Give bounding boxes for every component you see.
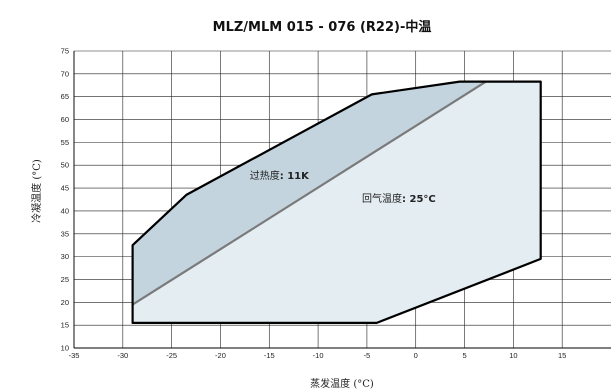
y-tick-label: 45 [61,184,69,193]
area-series-1 [132,81,541,323]
x-tick-label: 10 [509,351,517,360]
x-tick-label: -20 [215,351,226,360]
annotations: 过热度: 11K 回气温度: 25°C [250,169,436,205]
x-tick-label: 0 [414,351,418,360]
y-tick-label: 20 [61,298,69,307]
y-tick-label: 65 [61,92,69,101]
divider-line [132,80,487,306]
y-tick-label: 25 [61,275,69,284]
x-tick-label: -35 [69,351,80,360]
chart-title: MLZ/MLM 015 - 076 (R22)-中温 [213,19,432,35]
envelope-areas [132,81,541,323]
x-axis-title: 蒸发温度 (°C) [310,377,374,390]
y-tick-label: 15 [61,321,69,330]
y-tick-label: 70 [61,69,69,78]
x-tick-label: 15 [558,351,566,360]
y-tick-label: 35 [61,229,69,238]
x-tick-label: -30 [117,351,128,360]
y-tick-label: 75 [61,47,69,56]
y-tick-label: 30 [61,252,69,261]
y-tick-label: 55 [61,138,69,147]
annotation-1: 过热度: 11K [250,169,310,182]
annotation-2: 回气温度: 25°C [362,192,436,205]
tick-labels: -35 -30 -25 -20 -15 -10 -5 0 5 10 15 10 15 20 25 30 35 40… [61,47,567,361]
envelope-lines [131,80,542,324]
axes [73,51,611,349]
y-tick-label: 60 [61,115,69,124]
envelope-outline [131,80,542,324]
x-tick-label: -5 [364,351,371,360]
y-tick-label: 10 [61,344,69,353]
x-tick-label: 5 [462,351,466,360]
x-tick-label: -25 [166,351,177,360]
x-tick-label: -10 [313,351,324,360]
y-axis-title: 冷凝温度 (°C) [30,159,43,223]
x-tick-label: -15 [264,351,275,360]
y-tick-label: 40 [61,206,69,215]
y-tick-label: 50 [61,161,69,170]
